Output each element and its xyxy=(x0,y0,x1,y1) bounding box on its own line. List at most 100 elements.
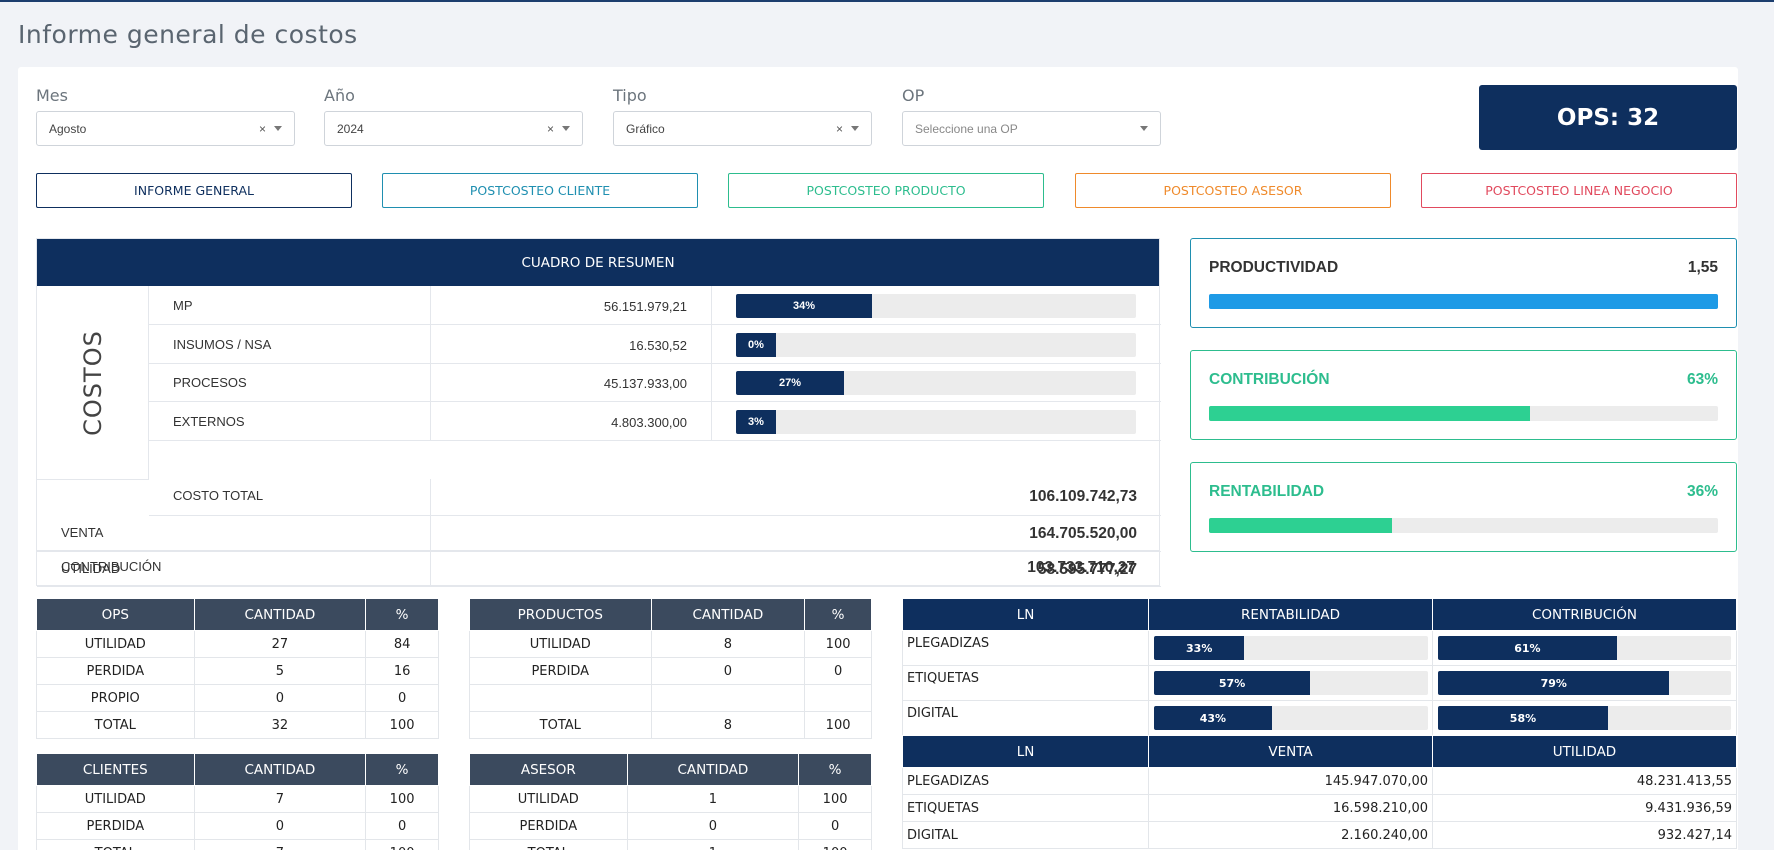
column-header: VENTA xyxy=(1148,735,1433,768)
costo-total-row: COSTO TOTAL 106.109.742,73 xyxy=(149,479,1161,516)
table-cell xyxy=(469,684,652,712)
column-header: LN xyxy=(902,735,1149,768)
kpi-value: 36% xyxy=(1686,483,1718,500)
kpi-label: CONTRIBUCIÓN xyxy=(1209,371,1330,388)
row-value: 4.803.300,00 xyxy=(611,414,687,430)
table-cell: 7 xyxy=(193,785,367,813)
progress-bar: 79% xyxy=(1438,671,1731,695)
table-cell: UTILIDAD xyxy=(469,630,652,658)
table-cell: PERDIDA xyxy=(36,657,195,685)
table-cell: UTILIDAD xyxy=(469,785,628,813)
rentabilidad-card: RENTABILIDAD 36% xyxy=(1190,462,1737,552)
table-cell: 100 xyxy=(798,785,872,813)
table-cell: 100 xyxy=(804,711,872,739)
table-row: PERDIDA 0 0 xyxy=(469,657,872,685)
table-cell: 8 xyxy=(650,711,806,739)
table-cell: 2.160.240,00 xyxy=(1148,821,1433,849)
progress-fill: 58% xyxy=(1438,706,1608,730)
table-cell: TOTAL xyxy=(36,839,195,850)
column-header: OPS xyxy=(36,598,195,631)
table-cell: 0 xyxy=(365,812,439,840)
row-label: EXTERNOS xyxy=(173,413,245,429)
postcosteo-cliente-button[interactable]: POSTCOSTEO CLIENTE xyxy=(382,173,698,208)
table-cell: 0 xyxy=(626,812,800,840)
table-row: DIGITAL 2.160.240,00 932.427,14 xyxy=(902,821,1737,849)
table-cell: 16 xyxy=(365,657,439,685)
table-row: TOTAL 32 100 xyxy=(36,711,439,739)
mes-select[interactable]: Agosto × xyxy=(36,111,295,146)
row-label: CONTRIBUCIÓN xyxy=(61,559,162,574)
progress-bar: 34% xyxy=(736,294,1136,318)
progress-bar: 43% xyxy=(1154,706,1428,730)
table-cell: 48.231.413,55 xyxy=(1432,767,1737,795)
ln-rentabilidad-table: LN RENTABILIDAD CONTRIBUCIÓN PLEGADIZAS 33% 6… xyxy=(902,598,1737,736)
mes-value: Agosto xyxy=(49,121,87,136)
table-cell: 100 xyxy=(365,785,439,813)
table-row xyxy=(469,684,872,712)
column-header: % xyxy=(798,753,872,786)
informe-general-button[interactable]: INFORME GENERAL xyxy=(36,173,352,208)
kpi-value: 63% xyxy=(1686,371,1718,388)
row-value: 106.109.742,73 xyxy=(1029,488,1137,505)
costos-label: COSTOS xyxy=(78,329,107,436)
table-row: TOTAL7100 xyxy=(36,839,439,850)
clientes-table: CLIENTESCANTIDAD%UTILIDAD7100PERDIDA00TO… xyxy=(36,753,439,850)
anio-select[interactable]: 2024 × xyxy=(324,111,583,146)
postcosteo-asesor-button[interactable]: POSTCOSTEO ASESOR xyxy=(1075,173,1391,208)
table-cell: 145.947.070,00 xyxy=(1148,767,1433,795)
ln-cell: PLEGADIZAS xyxy=(902,630,1149,666)
table-cell: 0 xyxy=(650,657,806,685)
column-header: CANTIDAD xyxy=(193,598,367,631)
column-header: CONTRIBUCIÓN xyxy=(1432,598,1737,631)
kpi-value: 1,55 xyxy=(1687,259,1718,276)
table-row: PLEGADIZAS 33% 61% xyxy=(902,630,1737,666)
column-header: CANTIDAD xyxy=(626,753,800,786)
postcosteo-producto-button[interactable]: POSTCOSTEO PRODUCTO xyxy=(728,173,1044,208)
row-label: MP xyxy=(173,298,193,313)
column-header: CLIENTES xyxy=(36,753,195,786)
table-cell: 8 xyxy=(650,630,806,658)
clear-icon[interactable]: × xyxy=(546,121,554,136)
tipo-select[interactable]: Gráfico × xyxy=(613,111,872,146)
table-row: UTILIDAD 7 100 xyxy=(36,785,439,813)
progress-bar: 0% xyxy=(736,332,1136,357)
chevron-down-icon[interactable] xyxy=(274,126,282,131)
table-cell: ETIQUETAS xyxy=(902,794,1149,822)
table-row: UTILIDAD 8 100 xyxy=(469,630,872,658)
anio-label: Año xyxy=(324,86,355,105)
row-value: 16.530,52 xyxy=(629,337,687,353)
progress-fill: 3% xyxy=(736,409,776,434)
table-cell: UTILIDAD xyxy=(36,630,195,658)
table-row: TOTAL 8 100 xyxy=(469,711,872,739)
column-header: PRODUCTOS xyxy=(469,598,652,631)
progress-bar xyxy=(1209,294,1718,309)
table-cell: 100 xyxy=(365,711,439,739)
chevron-down-icon[interactable] xyxy=(1140,126,1148,131)
table-cell: PERDIDA xyxy=(469,657,652,685)
progress-fill: 61% xyxy=(1438,636,1617,660)
postcosteo-linea-negocio-button[interactable]: POSTCOSTEO LINEA NEGOCIO xyxy=(1421,173,1737,208)
clear-icon[interactable]: × xyxy=(258,121,266,136)
progress-bar: 3% xyxy=(736,409,1136,434)
tipo-label: Tipo xyxy=(613,86,647,105)
clear-icon[interactable]: × xyxy=(835,121,843,136)
table-cell: 0 xyxy=(365,684,439,712)
contribucion-row: CONTRIBUCIÓN 103.733.710,27 xyxy=(36,550,1160,586)
anio-value: 2024 xyxy=(337,121,364,136)
table-cell: 100 xyxy=(804,630,872,658)
progress-bar xyxy=(1209,406,1530,421)
table-cell: 5 xyxy=(193,657,367,685)
chevron-down-icon[interactable] xyxy=(562,126,570,131)
table-row: PERDIDA 5 16 xyxy=(36,657,439,685)
table-row: UTILIDAD 27 84 xyxy=(36,630,439,658)
table-cell: PERDIDA xyxy=(36,812,195,840)
column-header: % xyxy=(365,598,439,631)
asesor-table: ASESORCANTIDAD%UTILIDAD1100PERDIDA00TOTA… xyxy=(469,753,872,850)
table-row: PROPIO 0 0 xyxy=(36,684,439,712)
row-label: COSTO TOTAL xyxy=(173,488,264,503)
op-select[interactable]: Seleccione una OP xyxy=(902,111,1161,146)
progress-bar: 58% xyxy=(1438,706,1731,730)
table-cell: 27 xyxy=(193,630,367,658)
chevron-down-icon[interactable] xyxy=(851,126,859,131)
productos-table: PRODUCTOS CANTIDAD% UTILIDAD 8 100 PERDIDA 0 0 T… xyxy=(469,598,872,739)
